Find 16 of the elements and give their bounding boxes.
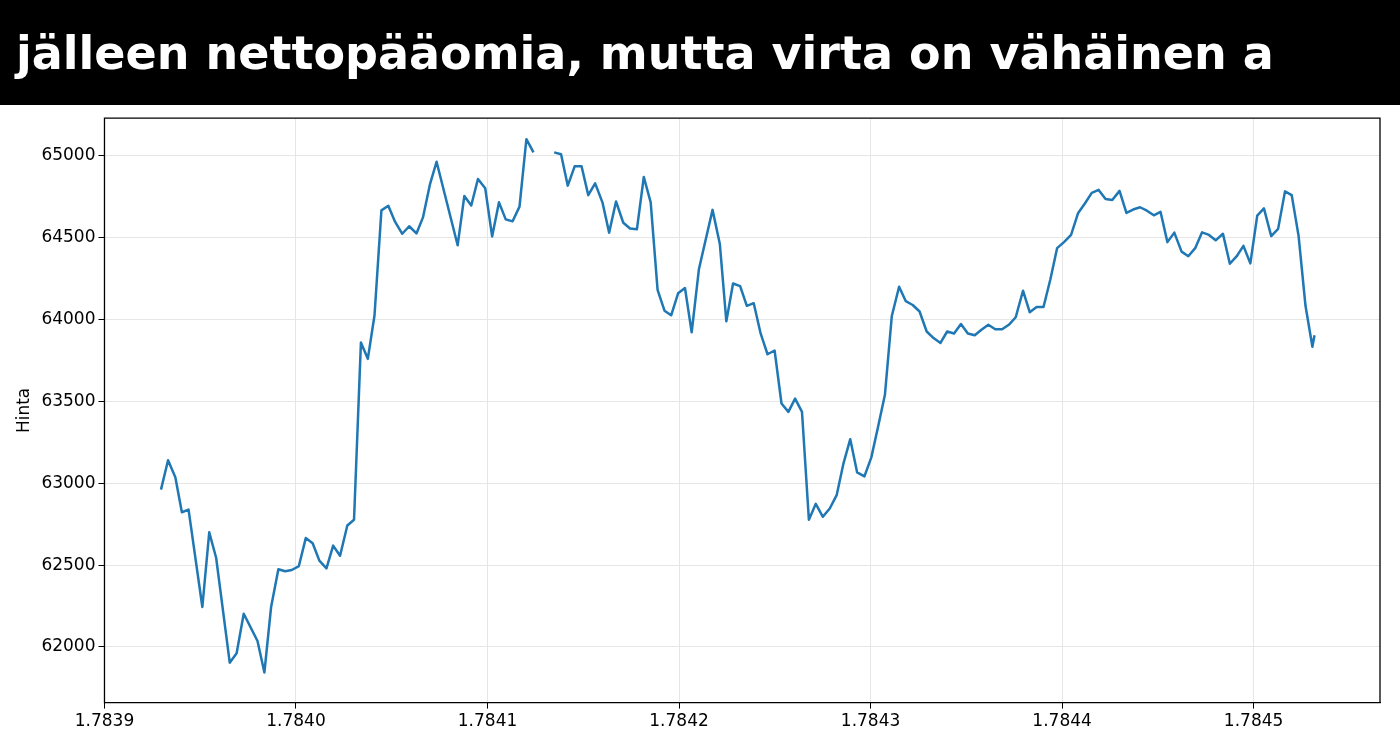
y-axis-title: Hinta xyxy=(12,387,33,434)
x-tick-label: 1.7842 xyxy=(649,710,709,731)
x-tick-label: 1.7844 xyxy=(1032,710,1092,731)
x-tick-label: 1.7840 xyxy=(266,710,326,731)
y-tick-label: 63500 xyxy=(41,389,96,410)
y-tick-label: 64500 xyxy=(41,226,96,247)
x-tick-label: 1.7843 xyxy=(840,710,901,731)
y-tick-label: 65000 xyxy=(41,144,96,165)
y-tick-label: 64000 xyxy=(41,307,96,328)
y-tick-label: 62500 xyxy=(41,553,96,574)
y-tick-label: 62000 xyxy=(41,635,96,656)
x-tick-label: 1.7845 xyxy=(1223,710,1284,731)
y-tick-label: 63000 xyxy=(41,471,96,492)
x-tick-label: 1.7841 xyxy=(457,710,518,731)
chart-title: jälleen nettopääomia, mutta virta on vähäinen a xyxy=(16,25,1274,80)
x-tick-label: 1.7839 xyxy=(74,710,135,731)
